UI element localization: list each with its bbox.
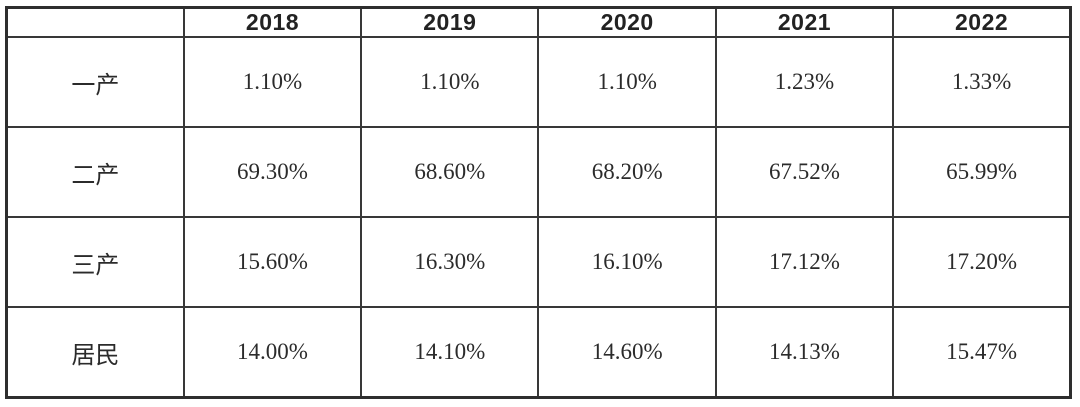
table-row: 二产 69.30% 68.60% 68.20% 67.52% 65.99%	[5, 126, 1072, 219]
year-header-2019: 2019	[360, 6, 540, 38]
year-header-2021: 2021	[714, 6, 895, 38]
corner-cell	[5, 6, 185, 38]
table-cell: 67.52%	[714, 126, 895, 219]
table-cell: 14.00%	[182, 306, 363, 399]
table-cell: 16.10%	[537, 216, 717, 309]
table-cell: 17.12%	[714, 216, 895, 309]
percentage-share-table: 2018 2019 2020 2021 2022 一产 1.10% 1.10% …	[5, 6, 1072, 399]
table-cell: 17.20%	[892, 216, 1072, 309]
table-cell: 68.20%	[537, 126, 717, 219]
table-cell: 14.13%	[714, 306, 895, 399]
row-label-tertiary-industry: 三产	[5, 216, 185, 309]
table-row: 三产 15.60% 16.30% 16.10% 17.12% 17.20%	[5, 216, 1072, 309]
year-header-2020: 2020	[537, 6, 717, 38]
table-cell: 14.10%	[360, 306, 540, 399]
table-cell: 1.10%	[537, 35, 717, 129]
table-cell: 68.60%	[360, 126, 540, 219]
table-cell: 15.47%	[892, 306, 1072, 399]
row-label-primary-industry: 一产	[5, 35, 185, 129]
table-cell: 16.30%	[360, 216, 540, 309]
year-header-2018: 2018	[182, 6, 363, 38]
year-header-2022: 2022	[892, 6, 1072, 38]
table-header-row: 2018 2019 2020 2021 2022	[5, 6, 1072, 38]
table-cell: 69.30%	[182, 126, 363, 219]
table-cell: 1.33%	[892, 35, 1072, 129]
table-row: 一产 1.10% 1.10% 1.10% 1.23% 1.33%	[5, 35, 1072, 129]
table-cell: 1.10%	[182, 35, 363, 129]
table-cell: 14.60%	[537, 306, 717, 399]
table-cell: 1.10%	[360, 35, 540, 129]
table-cell: 15.60%	[182, 216, 363, 309]
table-row: 居民 14.00% 14.10% 14.60% 14.13% 15.47%	[5, 306, 1072, 399]
table-cell: 65.99%	[892, 126, 1072, 219]
row-label-residents: 居民	[5, 306, 185, 399]
row-label-secondary-industry: 二产	[5, 126, 185, 219]
table-cell: 1.23%	[714, 35, 895, 129]
